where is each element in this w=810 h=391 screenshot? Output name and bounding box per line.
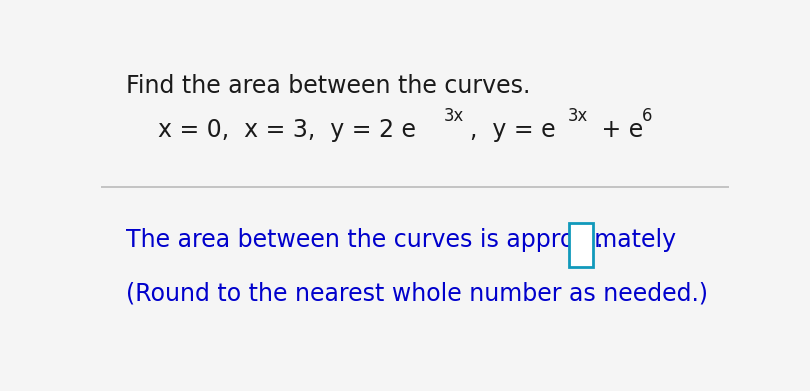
Text: x = 0,  x = 3,  y = 2 e: x = 0, x = 3, y = 2 e: [158, 118, 416, 142]
Text: 3x: 3x: [443, 107, 463, 125]
Text: ,  y = e: , y = e: [470, 118, 556, 142]
Text: + e: + e: [594, 118, 643, 142]
Text: 3x: 3x: [568, 107, 588, 125]
Text: The area between the curves is approximately: The area between the curves is approxima…: [126, 228, 684, 251]
FancyBboxPatch shape: [569, 223, 593, 267]
Text: (Round to the nearest whole number as needed.): (Round to the nearest whole number as ne…: [126, 282, 709, 306]
Text: Find the area between the curves.: Find the area between the curves.: [126, 74, 531, 98]
Text: .: .: [596, 228, 603, 251]
Text: 6: 6: [642, 107, 653, 125]
